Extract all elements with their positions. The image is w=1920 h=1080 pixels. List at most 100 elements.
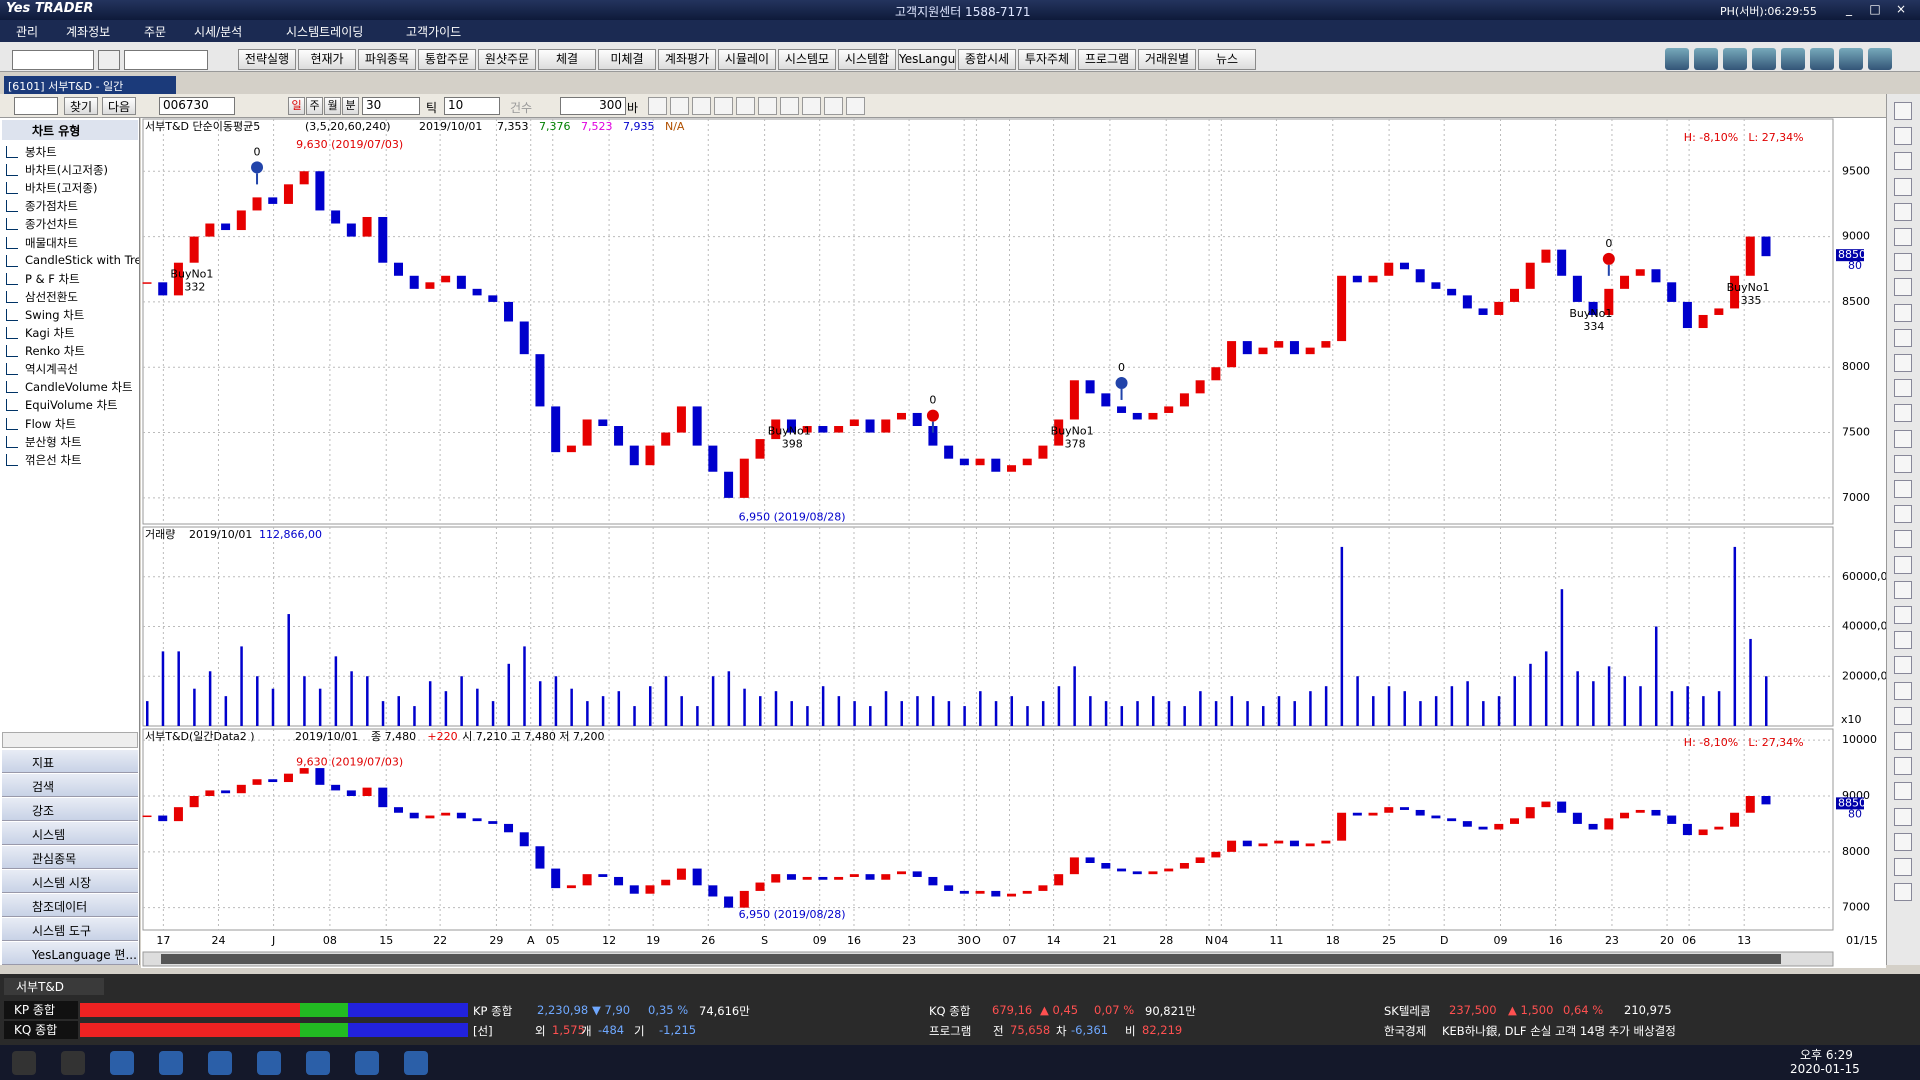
tool-icon[interactable] [1894,858,1912,876]
menu-item[interactable]: 관리 [16,25,39,39]
menu-item[interactable]: 계좌정보 [66,25,111,39]
side-section[interactable]: 검색 [2,774,138,797]
toolbar-button[interactable]: 통합주문 [418,49,476,70]
tool-icon[interactable] [802,97,821,115]
chart-type-item[interactable]: 바차트(고저종) [25,181,98,196]
toolbar-icon[interactable] [1752,48,1776,70]
chart-type-item[interactable]: Renko 차트 [25,344,85,359]
toolbar-button[interactable]: 체결 [538,49,596,70]
toolbar-button[interactable]: 미체결 [598,49,656,70]
tool-icon[interactable] [1894,555,1912,574]
chart-type-item[interactable]: 종가선차트 [25,217,78,232]
window-control[interactable]: □ [1869,2,1881,16]
chart-type-item[interactable]: 바차트(시고저종) [25,163,109,178]
tool-icon[interactable] [1894,580,1912,599]
chart-type-item[interactable]: 꺾은선 차트 [25,452,82,467]
tool-icon[interactable] [1894,706,1912,725]
chart-type-item[interactable]: Swing 차트 [25,307,85,322]
toolbar-icon[interactable] [1665,48,1689,70]
combo[interactable] [124,50,208,70]
next-button[interactable]: 다음 [102,97,136,115]
toolbar-button[interactable]: 파워종목 [358,49,416,70]
tool-icon[interactable] [1894,379,1912,398]
tool-icon[interactable] [1894,253,1912,272]
tool-icon[interactable] [1894,681,1912,700]
chart-type-item[interactable]: 분산형 차트 [25,434,82,449]
tool-icon[interactable] [714,97,733,115]
tool-icon[interactable] [1894,429,1912,448]
toolbar-button[interactable]: 투자주체 [1018,49,1076,70]
tool-icon[interactable] [1894,202,1912,221]
side-section[interactable]: 강조 [2,798,138,821]
tool-icon[interactable] [1894,606,1912,624]
status-tab[interactable]: 서부T&D [4,978,104,995]
period-button[interactable]: 월 [324,97,341,115]
tool-icon[interactable] [1894,530,1912,549]
tool-icon[interactable] [1894,480,1912,498]
toolbar-button[interactable]: 계좌평가 [658,49,716,70]
side-section[interactable]: 지표 [2,750,138,773]
count-input[interactable]: 300 [560,97,626,115]
tool-icon[interactable] [1894,732,1912,750]
toolbar-button[interactable]: YesLangu [898,49,956,70]
side-section[interactable]: 참조데이터 [2,894,138,917]
chart-type-item[interactable]: P & F 차트 [25,271,80,286]
window-control[interactable]: _ [1846,2,1852,16]
tool-icon[interactable] [1894,656,1912,675]
taskbar-icon[interactable] [208,1051,232,1075]
side-section[interactable]: 시스템 시장 [2,870,138,893]
side-section[interactable]: YesLanguage 편... [2,942,138,965]
tool-icon[interactable] [1894,883,1912,902]
combo[interactable] [12,50,94,70]
tool-icon[interactable] [1894,505,1912,524]
tool-icon[interactable] [1894,102,1912,120]
side-section[interactable]: 시스템 도구 [2,918,138,941]
tool-icon[interactable] [1894,152,1912,171]
toolbar-icon[interactable] [1839,48,1863,70]
taskbar-icon[interactable] [257,1051,281,1075]
menu-item[interactable]: 시세/분석 [194,25,243,39]
code-input[interactable]: 006730 [159,97,235,115]
menu-item[interactable]: 주문 [144,25,167,39]
toolbar-button[interactable]: 종합시세 [958,49,1016,70]
toolbar-icon[interactable] [1868,48,1892,70]
toolbar-button[interactable]: 시스템모 [778,49,836,70]
toolbar-button[interactable]: 전략실행 [238,49,296,70]
toolbar-icon[interactable] [1694,48,1718,70]
taskbar-icon[interactable] [12,1051,36,1075]
chart-type-item[interactable]: CandleStick with Trend [25,252,139,267]
tool-icon[interactable] [824,97,843,115]
chart-type-item[interactable]: 역시계곡선 [25,362,78,377]
period-button[interactable]: 일 [288,97,305,115]
taskbar-icon[interactable] [61,1051,85,1075]
toolbar-button[interactable]: 뉴스 [1198,49,1256,70]
toolbar-button[interactable]: 원샷주문 [478,49,536,70]
minute-input[interactable]: 30 [362,97,420,115]
chart-type-item[interactable]: 봉차트 [25,145,57,159]
search-btn[interactable] [98,50,120,70]
combo[interactable] [14,97,58,115]
chart-type-item[interactable]: Flow 차트 [25,416,77,431]
taskbar-icon[interactable] [306,1051,330,1075]
toolbar-button[interactable]: 시스템합 [838,49,896,70]
chart-type-item[interactable]: EquiVolume 차트 [25,398,118,413]
tool-icon[interactable] [1894,127,1912,146]
taskbar-icon[interactable] [404,1051,428,1075]
tool-icon[interactable] [758,97,777,115]
tool-icon[interactable] [780,97,799,115]
tool-icon[interactable] [1894,354,1912,372]
period-button[interactable]: 분 [342,97,359,115]
toolbar-button[interactable]: 프로그램 [1078,49,1136,70]
tool-icon[interactable] [1894,832,1912,851]
side-section[interactable]: 관심종목 [2,846,138,869]
chart-type-item[interactable]: CandleVolume 차트 [25,380,133,395]
taskbar-icon[interactable] [159,1051,183,1075]
tool-icon[interactable] [1894,328,1912,347]
tool-icon[interactable] [1894,228,1912,246]
window-control[interactable]: × [1895,2,1907,16]
tool-icon[interactable] [1894,782,1912,801]
chart-type-item[interactable]: Kagi 차트 [25,326,75,340]
toolbar-button[interactable]: 거래원별 [1138,49,1196,70]
tool-icon[interactable] [1894,757,1912,776]
toolbar-icon[interactable] [1723,48,1747,70]
